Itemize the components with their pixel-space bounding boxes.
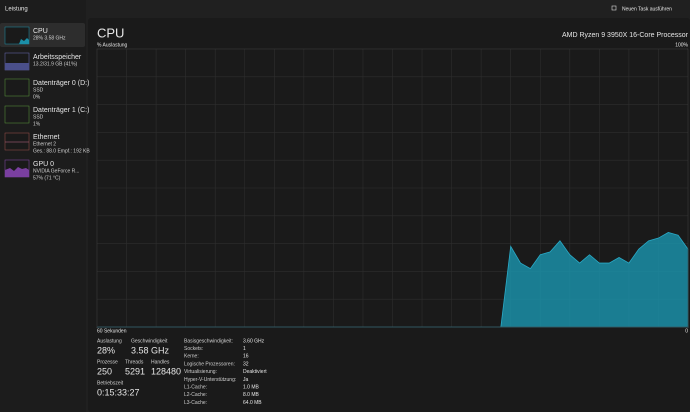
spec-label: Logische Prozessoren: — [184, 361, 235, 367]
stat-value: 250 — [97, 366, 112, 376]
spec-value: Ja — [243, 377, 249, 383]
sidebar-item-name[interactable]: CPU — [33, 28, 48, 35]
sidebar-item-detail: NVIDIA GeForce R... — [33, 168, 79, 174]
stat-value: 28% — [97, 345, 115, 355]
memory-thumb-fill — [5, 63, 29, 70]
sidebar-item-detail: Ges.: 88.0 Empf.: 192 KB — [33, 148, 90, 154]
stat-value: 0:15:33:27 — [97, 387, 140, 397]
spec-label: Hyper-V-Unterstützung: — [184, 377, 236, 383]
sidebar-item-detail: SSD — [33, 87, 44, 93]
disk0-thumb — [4, 78, 30, 97]
x-tick-label: 60 Sekunden — [97, 328, 127, 334]
sidebar-item-detail: Ethernet 2 — [33, 141, 56, 147]
stat-label: Prozesse — [97, 359, 118, 365]
stat-value: 5291 — [125, 366, 145, 376]
spec-value: 3.60 GHz — [243, 338, 265, 344]
stat-value: 3.58 GHz — [131, 345, 170, 355]
spec-value: 8.0 MB — [243, 392, 260, 398]
spec-value: 32 — [243, 361, 249, 367]
spec-label: L3-Cache: — [184, 400, 207, 406]
page-title: CPU — [97, 25, 124, 40]
stat-label: Handles — [151, 359, 170, 365]
sidebar-item-name[interactable]: Datenträger 1 (C:) — [33, 107, 89, 114]
ethernet-thumb — [4, 132, 30, 151]
disk1-thumb — [4, 105, 30, 124]
cpu-thumb — [4, 26, 30, 45]
sidebar-item-detail: 57% (71 °C) — [33, 175, 61, 181]
processor-name: AMD Ryzen 9 3950X 16-Core Processor — [562, 32, 689, 39]
x-tick-label: 0 — [685, 328, 688, 334]
sidebar-item-name[interactable]: Arbeitsspeicher — [33, 54, 82, 61]
gpu-thumb-graph — [5, 167, 29, 177]
spec-label: Virtualisierung: — [184, 369, 217, 375]
spec-label: Kerne: — [184, 354, 199, 360]
spec-label: Basisgeschwindigkeit: — [184, 338, 233, 344]
sidebar-item-detail: 13.2/31.9 GB (41%) — [33, 61, 78, 67]
chart-frame — [96, 48, 689, 328]
thumbnails — [4, 26, 30, 178]
spec-value: Deaktiviert — [243, 369, 267, 375]
stat-label: Threads — [125, 359, 144, 365]
stat-label: Geschwindigkeit — [131, 338, 168, 344]
spec-value: 16 — [243, 354, 249, 360]
spec-label: L2-Cache: — [184, 392, 207, 398]
run-icon — [611, 5, 617, 11]
sidebar-item-name[interactable]: GPU 0 — [33, 161, 54, 168]
cpu-thumb-graph — [19, 38, 29, 44]
stat-label: Auslastung — [97, 338, 122, 344]
sidebar-item-detail: 28% 3.58 GHz — [33, 35, 66, 41]
spec-label: Sockets: — [184, 346, 203, 352]
spec-value: 1 — [243, 346, 246, 352]
spec-value: 1.0 MB — [243, 385, 260, 391]
new-task-button[interactable]: Neuen Task ausführen — [622, 6, 672, 12]
spec-value: 64.0 MB — [243, 400, 262, 406]
sidebar-item-detail: 0% — [33, 94, 41, 100]
stat-label: Betriebszeit — [97, 380, 124, 386]
sidebar-item-name[interactable]: Datenträger 0 (D:) — [33, 80, 89, 87]
y-tick-label: 100% — [675, 42, 688, 48]
sidebar-item-detail: 1% — [33, 121, 41, 127]
header-title: Leistung — [5, 7, 28, 13]
sidebar-item-name[interactable]: Ethernet — [33, 134, 60, 141]
spec-label: L1-Cache: — [184, 385, 207, 391]
y-axis-label: % Auslastung — [97, 42, 128, 48]
sidebar-item-detail: SSD — [33, 114, 44, 120]
stat-value: 128480 — [151, 366, 181, 376]
